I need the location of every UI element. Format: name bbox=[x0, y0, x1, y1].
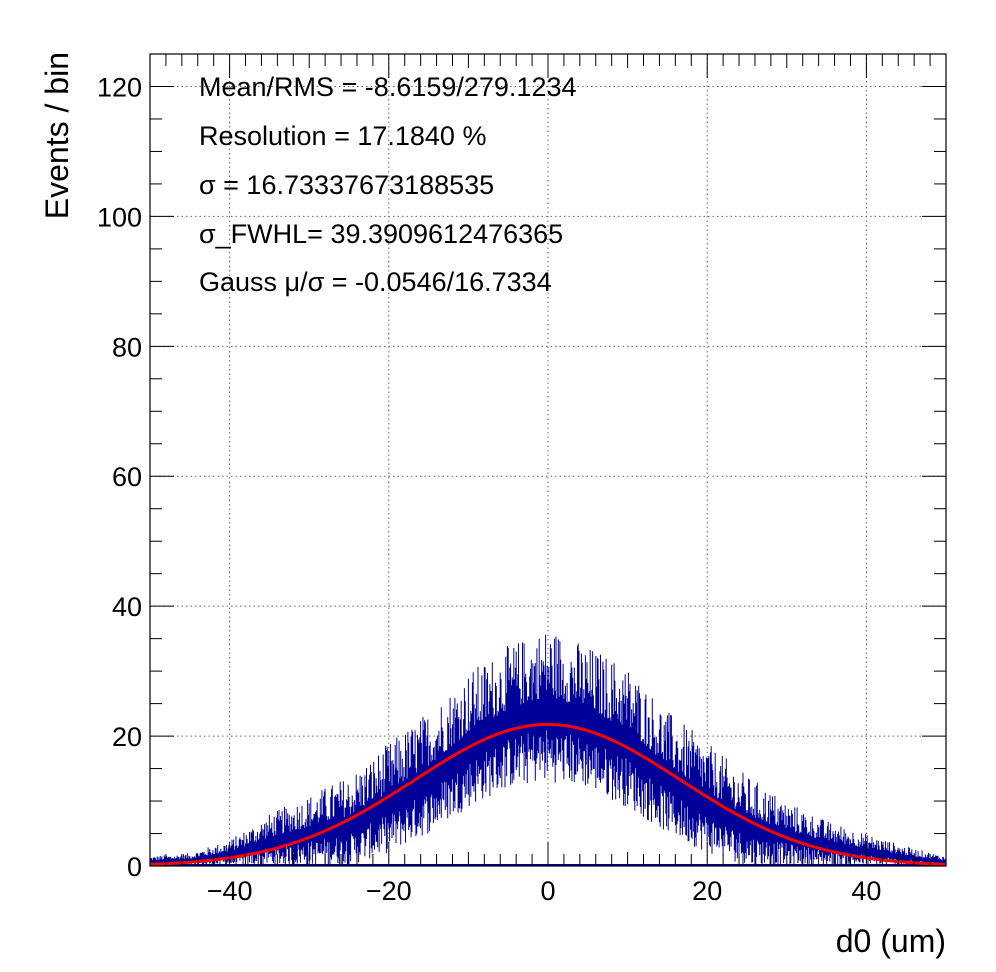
y-tick-label: 20 bbox=[112, 722, 142, 752]
x-tick-label: 0 bbox=[540, 876, 555, 906]
y-tick-label: 100 bbox=[97, 202, 142, 232]
x-tick-label: 20 bbox=[692, 876, 722, 906]
y-tick-label: 40 bbox=[112, 592, 142, 622]
y-tick-label: 60 bbox=[112, 462, 142, 492]
axis-ticks bbox=[149, 53, 947, 867]
x-axis-title: d0 (um) bbox=[836, 923, 946, 959]
stat-sigma: σ = 16.73337673188535 bbox=[199, 170, 494, 200]
y-tick-label: 0 bbox=[127, 852, 142, 882]
y-tick-labels: 0 20 40 60 80 100 120 bbox=[97, 72, 142, 882]
stats-box: Mean/RMS = -8.6159/279.1234 Resolution =… bbox=[199, 72, 577, 297]
stat-sigma-fwhl: σ_FWHL= 39.3909612476365 bbox=[199, 219, 563, 249]
x-tick-label: −40 bbox=[207, 876, 253, 906]
x-tick-labels: −40 −20 0 20 40 bbox=[207, 876, 882, 906]
gauss-fit-curve bbox=[149, 722, 947, 866]
y-tick-label: 120 bbox=[97, 72, 142, 102]
stat-mean-rms: Mean/RMS = -8.6159/279.1234 bbox=[199, 72, 577, 102]
y-axis-title: Events / bin bbox=[39, 52, 75, 219]
grid bbox=[150, 54, 946, 867]
stat-resolution: Resolution = 17.1840 % bbox=[199, 121, 486, 151]
x-tick-label: 40 bbox=[851, 876, 881, 906]
y-tick-label: 80 bbox=[112, 332, 142, 362]
x-tick-label: −20 bbox=[366, 876, 412, 906]
stat-gauss-fit: Gauss μ/σ = -0.0546/16.7334 bbox=[199, 267, 552, 297]
